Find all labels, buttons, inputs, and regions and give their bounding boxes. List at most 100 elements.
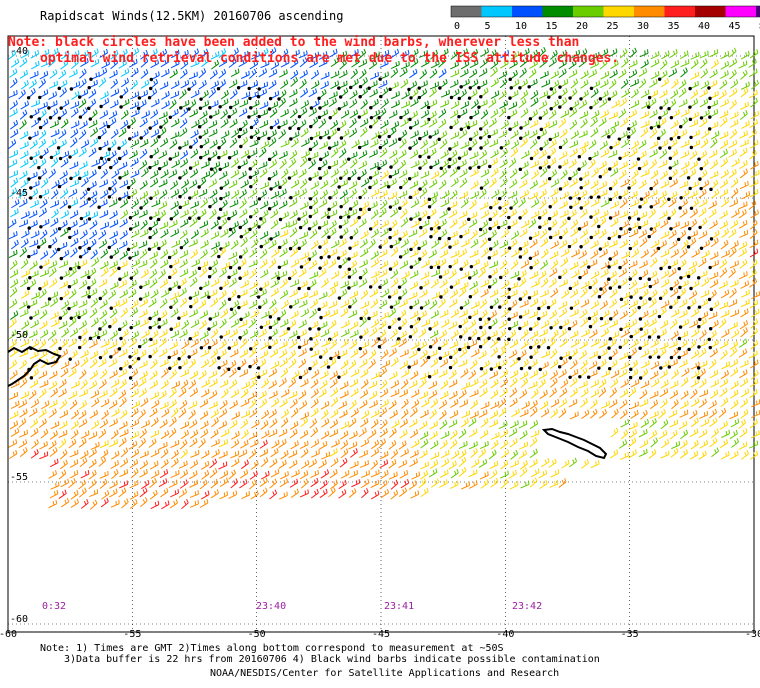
wind-barb <box>188 71 198 80</box>
wind-barb <box>498 70 508 80</box>
wind-barb <box>510 51 520 60</box>
wind-barb <box>750 97 758 108</box>
wind-barb <box>19 57 28 68</box>
wind-barb <box>78 78 87 89</box>
wind-barb <box>211 59 220 70</box>
wind-barb <box>499 78 508 89</box>
wind-barb <box>420 100 430 110</box>
wind-barb <box>280 79 289 90</box>
wind-barb <box>169 69 178 79</box>
wind-barb <box>400 78 409 89</box>
wind-barb <box>490 66 498 77</box>
wind-barb <box>201 57 210 68</box>
legend-label: 15 <box>546 21 558 32</box>
wind-barb <box>659 89 668 99</box>
legend-swatch <box>664 6 695 17</box>
wind-barb <box>150 98 160 108</box>
wind-barb <box>210 51 220 60</box>
wind-barb <box>568 59 577 70</box>
plot-frame <box>7 35 755 633</box>
wind-barb <box>470 99 479 110</box>
wind-barb <box>380 49 390 59</box>
wind-barb <box>130 67 139 78</box>
wind-barb <box>87 98 97 111</box>
wind-barb <box>719 79 728 90</box>
wind-barb <box>360 99 368 110</box>
wind-barb <box>379 59 389 68</box>
wind-barb <box>147 88 158 100</box>
wind-barb <box>108 110 118 120</box>
wind-barb <box>548 57 557 68</box>
wind-barb <box>278 97 287 108</box>
wind-barb <box>179 99 190 110</box>
wind-barb <box>650 58 660 68</box>
wind-barb <box>369 98 379 110</box>
wind-barb <box>249 100 260 110</box>
wind-barb <box>558 68 567 79</box>
wind-barb <box>130 109 140 118</box>
wind-barb <box>729 87 738 98</box>
wind-barb <box>740 87 749 98</box>
wind-barb <box>101 60 110 69</box>
wind-barb <box>199 110 208 120</box>
wind-barb-field <box>8 47 760 510</box>
lon-tick-label: -50 <box>248 629 266 640</box>
wind-barb <box>667 98 677 111</box>
wind-barb <box>159 81 169 90</box>
wind-barb <box>410 58 419 68</box>
wind-barb <box>748 68 758 78</box>
wind-barb <box>668 68 678 78</box>
wind-barb <box>248 68 257 79</box>
wind-barb <box>748 58 757 68</box>
wind-barb <box>547 88 557 99</box>
footer-note-2: 3)Data buffer is 22 hrs from 20160706 4)… <box>64 654 600 665</box>
wind-barb <box>488 98 497 109</box>
wind-barb <box>9 68 18 78</box>
wind-barb <box>550 49 558 60</box>
wind-barb <box>279 69 288 78</box>
wind-barb <box>249 60 259 70</box>
wind-barb <box>170 49 180 59</box>
wind-barb <box>429 68 438 79</box>
wind-barb <box>30 99 41 108</box>
wind-barb <box>469 59 479 69</box>
wind-barb <box>227 107 238 119</box>
wind-barb <box>390 60 400 69</box>
wind-barb <box>260 60 270 69</box>
wind-barb <box>80 58 89 67</box>
wind-barb <box>539 70 549 79</box>
legend-label: 35 <box>668 21 680 32</box>
legend-swatch <box>481 6 512 17</box>
wind-barb <box>80 50 90 60</box>
wind-barb <box>110 78 119 89</box>
wind-barb <box>380 98 389 109</box>
wind-barb <box>409 88 419 100</box>
wind-barb <box>508 70 518 82</box>
wind-barb <box>509 59 518 69</box>
wind-barb <box>688 98 699 109</box>
wind-barb <box>250 51 260 60</box>
wind-barb <box>440 89 450 98</box>
wind-barb <box>268 47 277 57</box>
wind-barb <box>209 69 218 80</box>
wind-barb <box>400 49 410 59</box>
wind-barb <box>399 67 408 78</box>
wind-barb <box>120 68 130 77</box>
legend-swatch <box>756 6 760 17</box>
wind-barb <box>690 59 699 69</box>
wind-barb <box>180 59 189 70</box>
time-label: 23:42 <box>512 601 542 612</box>
legend-swatch <box>695 6 726 17</box>
wind-barb <box>401 90 410 100</box>
wind-barb <box>459 68 469 78</box>
wind-barb <box>590 60 599 69</box>
wind-barb <box>690 89 699 100</box>
wind-barb <box>600 71 610 80</box>
wind-barb <box>657 70 668 81</box>
wind-barb <box>317 88 327 101</box>
wind-barb <box>318 51 328 60</box>
wind-barb <box>549 99 560 111</box>
wind-barb <box>61 50 70 60</box>
